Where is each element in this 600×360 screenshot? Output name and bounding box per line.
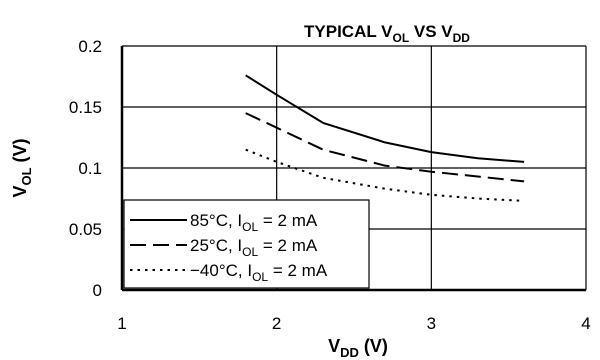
chart-title: TYPICAL VOL VS VDD bbox=[304, 22, 470, 45]
series-line-solid bbox=[245, 74, 525, 163]
chart-title-sub1: OL bbox=[393, 31, 410, 45]
y-axis-label-sub: OL bbox=[19, 167, 34, 185]
series-line-dotted bbox=[245, 148, 525, 202]
legend-entry: 85°C, IOL = 2 mA bbox=[190, 211, 318, 234]
y-tick-label: 0.15 bbox=[69, 98, 102, 117]
y-tick-label: 0.2 bbox=[78, 37, 102, 56]
y-tick-label: 0.1 bbox=[78, 159, 102, 178]
x-tick-labels: 1 2 3 4 bbox=[117, 314, 590, 333]
x-tick-label: 3 bbox=[427, 314, 436, 333]
series-lines bbox=[245, 74, 525, 202]
x-axis-label-sub: DD bbox=[340, 345, 359, 360]
x-axis-label: VDD (V) bbox=[328, 336, 388, 360]
x-axis-label-rest: (V) bbox=[359, 336, 388, 356]
chart-title-mid: VS V bbox=[409, 22, 453, 41]
y-axis-label: VOL (V) bbox=[10, 138, 34, 197]
y-axis-label-main: V bbox=[10, 186, 30, 198]
y-tick-label: 0 bbox=[93, 281, 102, 300]
y-tick-labels: 0 0.05 0.1 0.15 0.2 bbox=[69, 37, 102, 300]
legend-entry: −40°C, IOL = 2 mA bbox=[190, 261, 328, 284]
y-tick-label: 0.05 bbox=[69, 220, 102, 239]
chart-title-main: TYPICAL V bbox=[304, 22, 393, 41]
y-axis-label-rest: (V) bbox=[10, 138, 30, 167]
x-axis-label-main: V bbox=[328, 336, 340, 356]
x-tick-label: 1 bbox=[117, 314, 126, 333]
chart-title-sub2: DD bbox=[453, 31, 471, 45]
x-tick-label: 4 bbox=[581, 314, 590, 333]
x-tick-label: 2 bbox=[272, 314, 281, 333]
series-line-dashed bbox=[245, 112, 525, 183]
legend-entry: 25°C, IOL = 2 mA bbox=[190, 236, 318, 259]
